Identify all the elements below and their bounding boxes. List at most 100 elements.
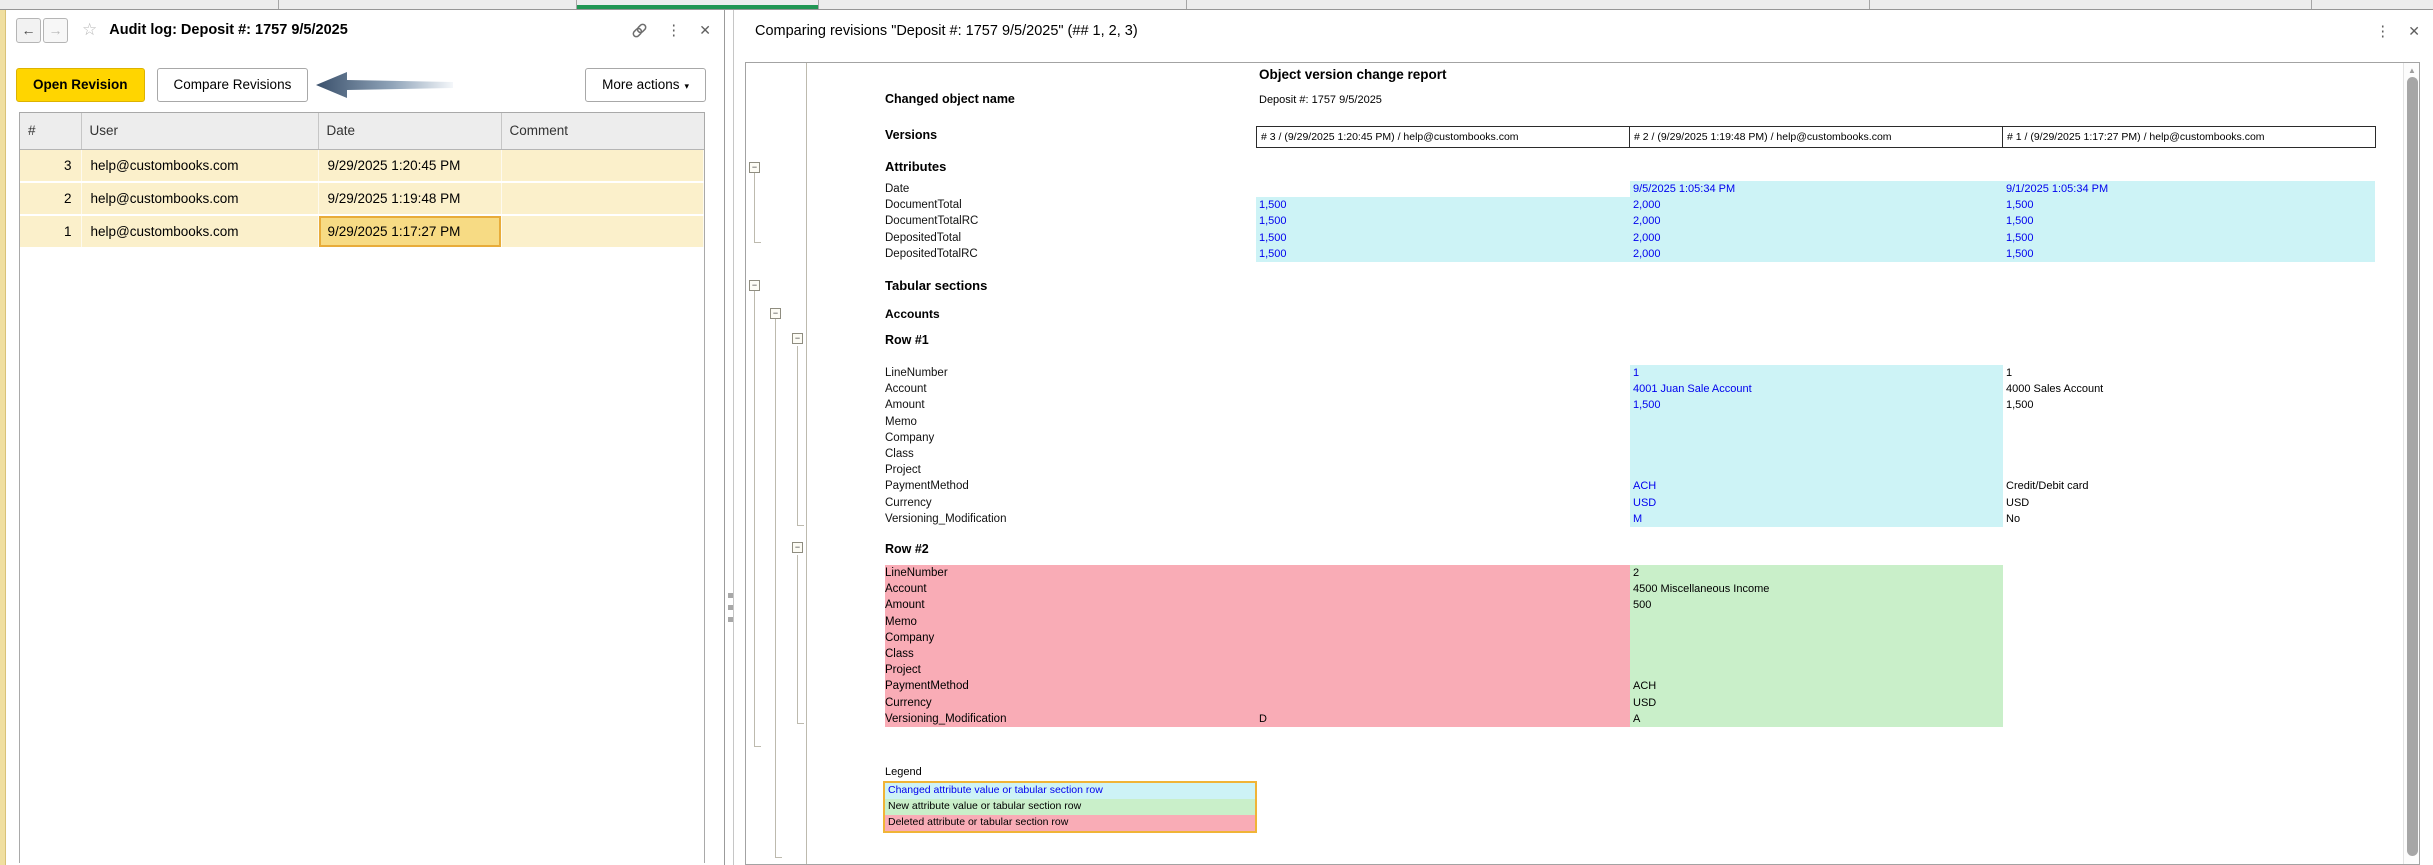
value-cell-version-1: 1,500 xyxy=(2003,245,2375,262)
collapse-toggle-row2[interactable] xyxy=(792,542,803,553)
version-change-report: Object version change report Changed obj… xyxy=(745,62,2420,865)
more-menu-icon[interactable]: ⋮ xyxy=(2375,23,2391,40)
audit-log-row[interactable]: 1 help@custombooks.com 9/29/2025 1:17:27 P… xyxy=(20,215,704,249)
value-cell-version-3 xyxy=(1256,694,1630,711)
top-tab-segment[interactable] xyxy=(1870,0,2312,9)
report-row: Project xyxy=(885,462,2375,479)
legend-label: Legend xyxy=(885,766,922,778)
audit-cell-comment[interactable] xyxy=(501,182,704,216)
audit-cell-num[interactable]: 3 xyxy=(20,149,82,183)
open-revision-button[interactable]: Open Revision xyxy=(16,68,145,102)
column-header-date[interactable]: Date xyxy=(318,113,502,150)
top-tab-segment[interactable] xyxy=(1187,0,1870,9)
outline-connector xyxy=(754,746,761,747)
value-cell-version-2: 1,500 xyxy=(1630,397,2003,414)
value-cell-version-2: 4001 Juan Sale Account xyxy=(1630,381,2003,398)
audit-cell-user[interactable]: help@custombooks.com xyxy=(81,215,319,249)
outline-connector xyxy=(797,525,804,526)
report-row: Project xyxy=(885,662,2375,679)
get-link-icon[interactable] xyxy=(631,22,648,39)
attribute-label: Currency xyxy=(885,694,1256,711)
changed-object-label: Changed object name xyxy=(885,92,1015,106)
row2-heading: Row #2 xyxy=(885,542,929,556)
attribute-label: Account xyxy=(885,383,927,396)
value-cell-version-2: 500 xyxy=(1630,597,2003,614)
value-cell-version-2: 1 xyxy=(1630,365,2003,382)
audit-cell-user[interactable]: help@custombooks.com xyxy=(81,182,319,216)
value-cell-version-2 xyxy=(1630,613,2003,630)
collapse-toggle-row1[interactable] xyxy=(792,333,803,344)
attribute-label: DocumentTotal xyxy=(885,199,962,212)
collapse-toggle-accounts[interactable] xyxy=(770,308,781,319)
favorite-star-icon[interactable]: ☆ xyxy=(82,20,98,39)
version-header-1: # 1 / (9/29/2025 1:17:27 PM) / help@cust… xyxy=(2002,126,2376,148)
forward-icon: → xyxy=(48,21,63,38)
value-cell-version-1: USD xyxy=(2006,496,2030,509)
audit-log-row[interactable]: 3 help@custombooks.com 9/29/2025 1:20:45 P… xyxy=(20,149,704,183)
attribute-label: Account xyxy=(885,581,1256,598)
legend-box: Changed attribute value or tabular secti… xyxy=(883,781,1257,833)
value-cell-version-2: 2,000 xyxy=(1630,197,2003,214)
panel-splitter[interactable] xyxy=(733,10,734,865)
attribute-label: DepositedTotal xyxy=(885,231,962,244)
column-header-num[interactable]: # xyxy=(20,113,82,150)
close-icon[interactable]: ✕ xyxy=(2408,22,2420,39)
value-cell-version-3 xyxy=(1256,397,1630,413)
splitter-grip[interactable] xyxy=(727,593,734,629)
report-row: DepositedTotalRC 1,500 2,000 1,500 xyxy=(885,245,2375,262)
value-cell-version-3 xyxy=(1256,581,1630,598)
value-cell-version-1 xyxy=(2003,678,2375,694)
report-row: Amount 1,500 1,500 xyxy=(885,397,2375,414)
value-cell-version-2: 4500 Miscellaneous Income xyxy=(1630,581,2003,598)
value-cell-version-1: No xyxy=(2006,512,2021,525)
report-scrollbar[interactable]: ▲ xyxy=(2403,63,2419,864)
legend-item-new: New attribute value or tabular section r… xyxy=(885,799,1255,815)
compare-revisions-button[interactable]: Compare Revisions xyxy=(156,68,309,102)
forward-button[interactable]: → xyxy=(43,17,68,43)
more-actions-button[interactable]: More actions ▾ xyxy=(585,68,706,102)
collapse-toggle-tabular-sections[interactable] xyxy=(749,280,760,291)
audit-cell-comment[interactable] xyxy=(501,215,704,249)
report-title: Object version change report xyxy=(1259,67,1447,82)
back-button[interactable]: ← xyxy=(16,17,41,43)
value-cell-version-1: 1 xyxy=(2006,367,2013,380)
top-tab-segment[interactable] xyxy=(279,0,577,9)
scroll-up-icon[interactable]: ▲ xyxy=(2408,66,2416,75)
audit-cell-comment[interactable] xyxy=(501,149,704,183)
audit-cell-date[interactable]: 9/29/2025 1:17:27 PM xyxy=(318,215,502,249)
value-cell-version-3: 1,500 xyxy=(1256,197,1630,214)
value-cell-version-3 xyxy=(1256,181,1630,197)
top-tab-segment[interactable] xyxy=(0,0,279,9)
page-title: Audit log: Deposit #: 1757 9/5/2025 xyxy=(109,22,348,38)
column-header-comment[interactable]: Comment xyxy=(501,113,704,150)
audit-cell-date[interactable]: 9/29/2025 1:20:45 PM xyxy=(318,149,502,183)
value-cell-version-2 xyxy=(1630,662,2003,679)
top-tab-segment[interactable] xyxy=(2312,0,2433,9)
attribute-label: Currency xyxy=(885,496,932,509)
top-tab-segment[interactable] xyxy=(819,0,1187,9)
value-cell-version-2: 2 xyxy=(1630,565,2003,582)
value-cell-version-3 xyxy=(1256,414,1630,430)
more-menu-icon[interactable]: ⋮ xyxy=(666,22,682,39)
audit-log-table: # User Date Comment 3 help@custombooks.co… xyxy=(19,112,705,863)
close-icon[interactable]: ✕ xyxy=(699,21,711,38)
report-row: Class xyxy=(885,645,2375,663)
top-tab-segment-active[interactable] xyxy=(577,0,819,9)
value-cell-version-1: Credit/Debit card xyxy=(2006,480,2089,493)
column-header-user[interactable]: User xyxy=(81,113,319,150)
audit-cell-num[interactable]: 1 xyxy=(20,215,82,249)
attribute-label: DepositedTotalRC xyxy=(885,247,978,260)
collapse-toggle-attributes[interactable] xyxy=(749,162,760,173)
audit-cell-date[interactable]: 9/29/2025 1:19:48 PM xyxy=(318,182,502,216)
audit-cell-num[interactable]: 2 xyxy=(20,182,82,216)
audit-log-header: ← → ☆ Audit log: Deposit #: 1757 9/5/202… xyxy=(6,10,724,50)
audit-cell-user[interactable]: help@custombooks.com xyxy=(81,149,319,183)
attribute-label: Company xyxy=(885,431,935,444)
scrollbar-thumb[interactable] xyxy=(2407,77,2418,856)
attribute-label: Memo xyxy=(885,613,1256,630)
attribute-label: PaymentMethod xyxy=(885,480,969,493)
attribute-label: Versioning_Modification xyxy=(885,710,1256,727)
report-row: DocumentTotal 1,500 2,000 1,500 xyxy=(885,197,2375,214)
audit-log-row[interactable]: 2 help@custombooks.com 9/29/2025 1:19:48 P… xyxy=(20,182,704,216)
